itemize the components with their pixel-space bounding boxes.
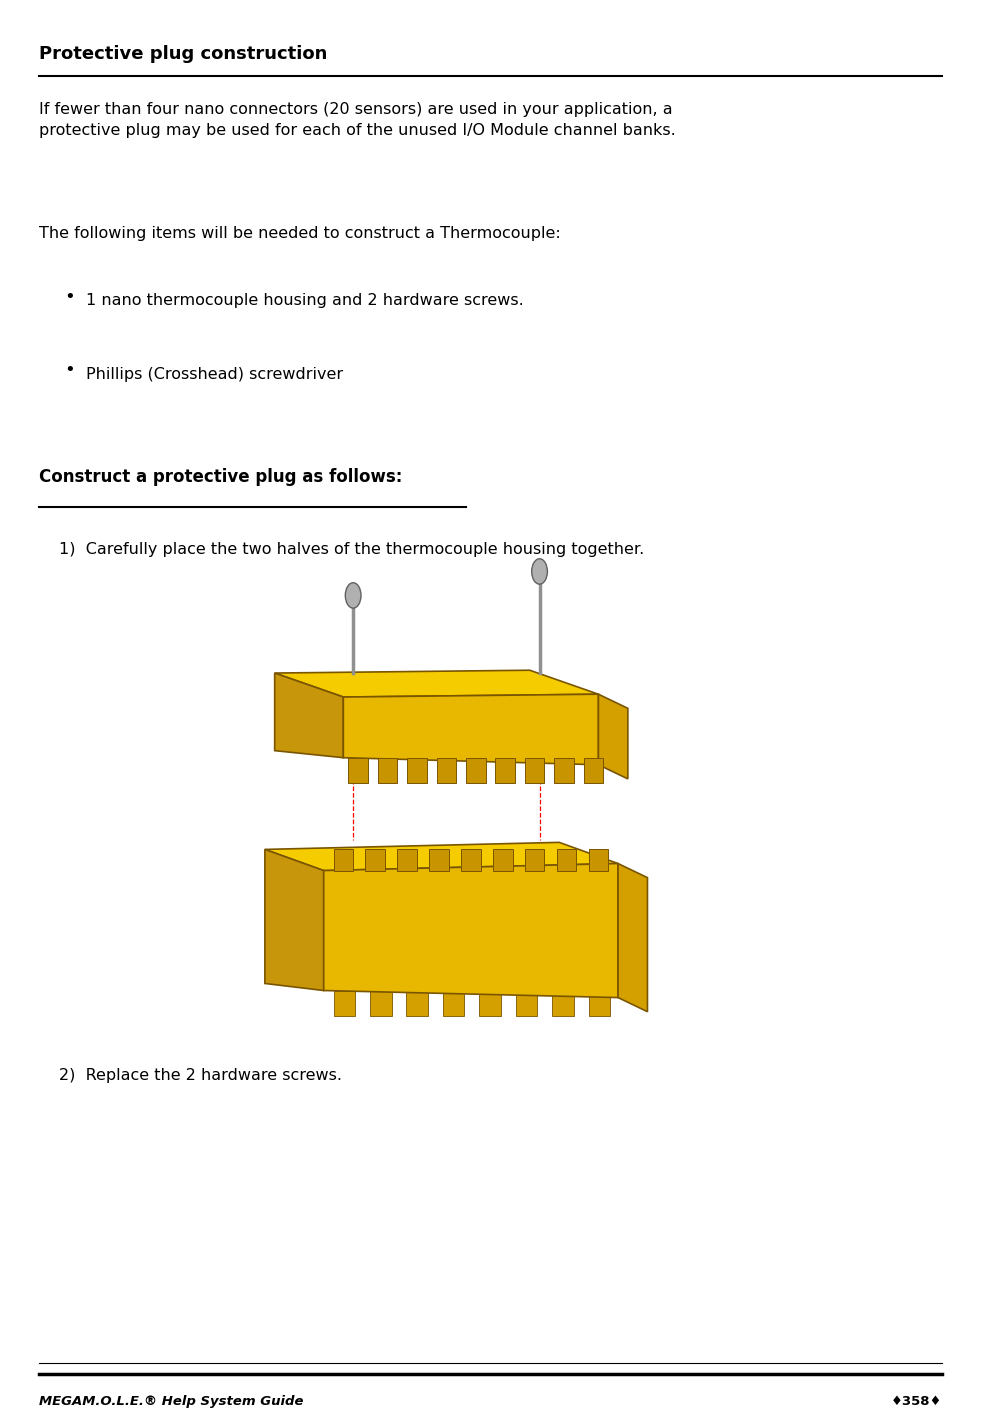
Polygon shape — [495, 758, 515, 783]
Polygon shape — [343, 694, 598, 765]
Polygon shape — [589, 991, 610, 1016]
Polygon shape — [525, 758, 544, 783]
Text: 1 nano thermocouple housing and 2 hardware screws.: 1 nano thermocouple housing and 2 hardwa… — [86, 293, 524, 309]
Polygon shape — [492, 849, 513, 871]
Text: If fewer than four nano connectors (20 sensors) are used in your application, a
: If fewer than four nano connectors (20 s… — [39, 102, 676, 138]
Text: 2)  Replace the 2 hardware screws.: 2) Replace the 2 hardware screws. — [59, 1068, 341, 1084]
Polygon shape — [430, 849, 449, 871]
Text: Protective plug construction: Protective plug construction — [39, 45, 328, 63]
Polygon shape — [324, 864, 618, 998]
Polygon shape — [552, 991, 574, 1016]
Text: 1)  Carefully place the two halves of the thermocouple housing together.: 1) Carefully place the two halves of the… — [59, 542, 645, 557]
Text: Construct a protective plug as follows:: Construct a protective plug as follows: — [39, 468, 402, 487]
Text: •: • — [65, 288, 76, 306]
Polygon shape — [480, 991, 501, 1016]
Polygon shape — [407, 758, 427, 783]
Polygon shape — [397, 849, 417, 871]
Text: ♦358♦: ♦358♦ — [891, 1395, 942, 1408]
Polygon shape — [437, 758, 456, 783]
Polygon shape — [378, 758, 397, 783]
Polygon shape — [370, 991, 391, 1016]
Polygon shape — [554, 758, 574, 783]
Polygon shape — [466, 758, 486, 783]
Polygon shape — [589, 849, 608, 871]
Polygon shape — [406, 991, 428, 1016]
Polygon shape — [584, 758, 603, 783]
Text: Phillips (Crosshead) screwdriver: Phillips (Crosshead) screwdriver — [86, 367, 343, 382]
Polygon shape — [348, 758, 368, 783]
Polygon shape — [516, 991, 538, 1016]
Polygon shape — [275, 670, 598, 697]
Polygon shape — [265, 842, 618, 871]
Ellipse shape — [345, 583, 361, 608]
Polygon shape — [265, 849, 324, 991]
Polygon shape — [525, 849, 544, 871]
Polygon shape — [334, 991, 355, 1016]
Text: •: • — [65, 361, 76, 380]
Polygon shape — [618, 864, 647, 1012]
Polygon shape — [598, 694, 628, 779]
Polygon shape — [334, 849, 353, 871]
Polygon shape — [442, 991, 464, 1016]
Polygon shape — [557, 849, 577, 871]
Polygon shape — [461, 849, 481, 871]
Polygon shape — [275, 673, 343, 758]
Ellipse shape — [532, 559, 547, 584]
Text: MEGAM.O.L.E.® Help System Guide: MEGAM.O.L.E.® Help System Guide — [39, 1395, 304, 1408]
Text: The following items will be needed to construct a Thermocouple:: The following items will be needed to co… — [39, 226, 561, 241]
Polygon shape — [366, 849, 386, 871]
